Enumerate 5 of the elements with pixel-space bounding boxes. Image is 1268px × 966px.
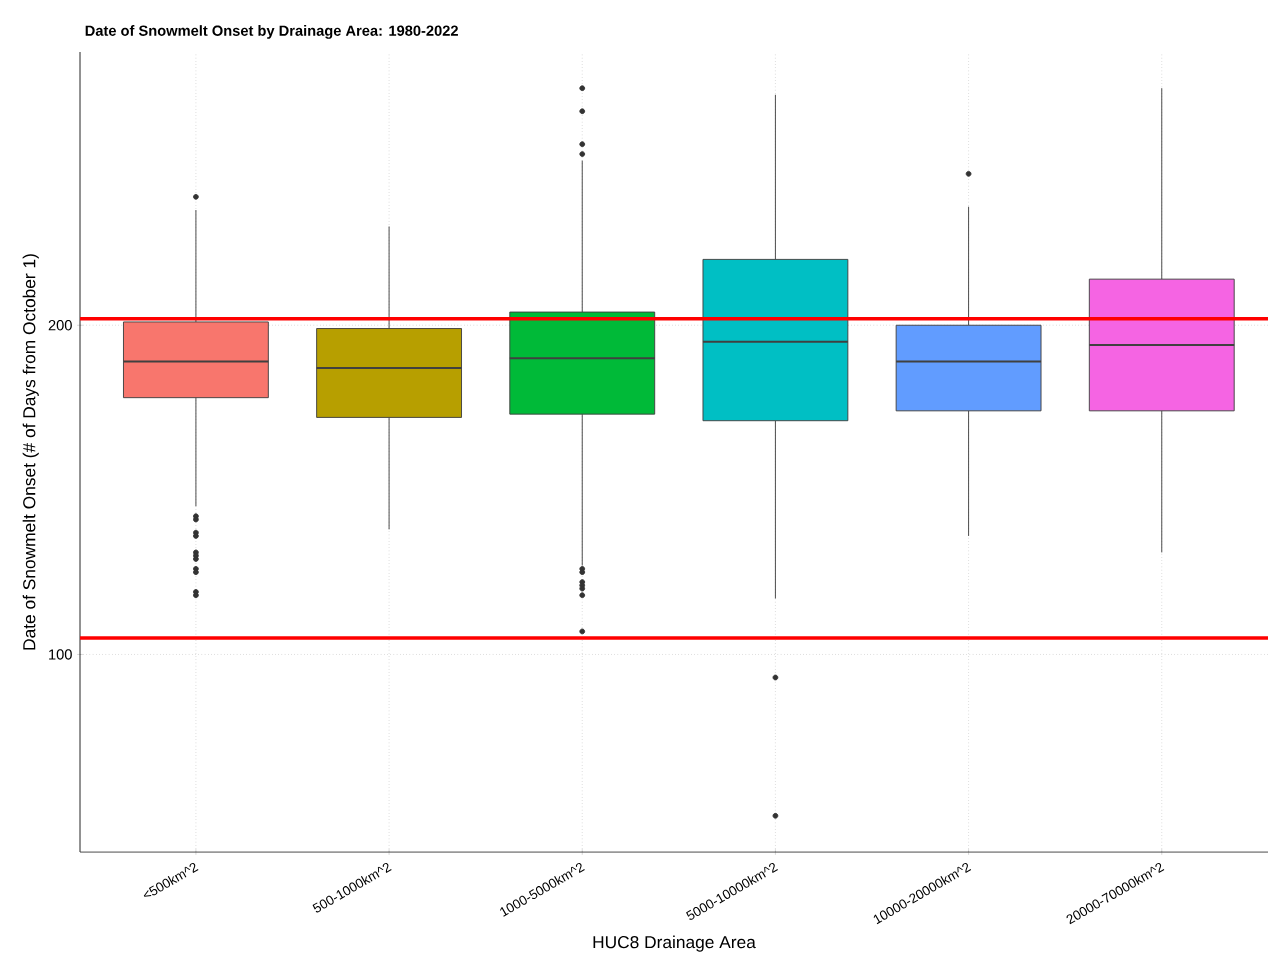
chart-title: Date of Snowmelt Onset by Drainage Area: 1980-2022 [85, 25, 458, 39]
y-axis-title: Date of Snowmelt Onset (# of Days from October 1) [22, 254, 39, 650]
x-axis-title: HUC8 Drainage Area [593, 935, 756, 952]
y-tick-label: 100 [49, 649, 72, 660]
y-tick-label: 200 [48, 320, 72, 331]
